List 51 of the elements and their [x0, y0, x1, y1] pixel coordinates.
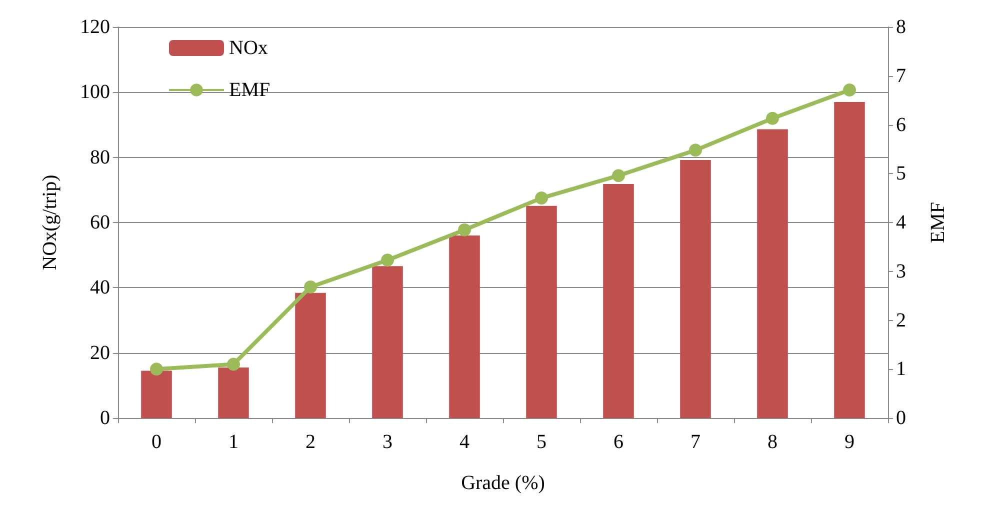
point	[381, 254, 394, 267]
y-tick-label: 60	[90, 212, 110, 234]
bar	[449, 236, 480, 418]
y-tick-label: 120	[80, 16, 110, 38]
bar	[603, 184, 634, 418]
bar	[680, 160, 711, 418]
x-tick-label: 2	[306, 431, 316, 453]
y2-axis-title: EMF	[927, 202, 949, 244]
bar	[526, 206, 557, 418]
x-tick-label: 4	[460, 431, 470, 453]
point	[843, 84, 856, 97]
x-tick-label: 3	[382, 431, 392, 453]
point	[150, 362, 163, 376]
point	[766, 112, 779, 125]
y2-tick-label: 4	[896, 212, 906, 234]
y2-tick-label: 5	[896, 162, 906, 185]
point	[304, 280, 317, 294]
bar	[757, 129, 788, 418]
x-tick-label: 1	[228, 431, 238, 453]
y2-tick-label: 0	[896, 407, 906, 429]
bar	[834, 102, 865, 418]
y-tick-label: 20	[90, 342, 110, 364]
point	[689, 144, 702, 157]
y2-tick-label: 2	[896, 309, 906, 332]
y2-tick-label: 6	[896, 114, 906, 136]
y2-tick-label: 3	[896, 260, 906, 282]
legend-label: EMF	[229, 79, 270, 101]
point	[535, 192, 548, 205]
y2-tick-label: 8	[896, 16, 906, 38]
bar	[372, 266, 403, 418]
point	[227, 358, 240, 371]
y-tick-label: 80	[90, 146, 110, 168]
y-tick-label: 100	[80, 81, 110, 104]
x-tick-label: 6	[614, 431, 624, 453]
x-tick-label: 9	[844, 431, 854, 453]
bar	[295, 292, 326, 418]
legend-label: NOx	[229, 37, 268, 59]
x-tick-label: 8	[768, 431, 778, 453]
y2-tick-label: 7	[896, 64, 906, 87]
y-tick-label: 0	[100, 407, 110, 429]
y2-tick-label: 1	[896, 358, 906, 380]
x-tick-label: 0	[152, 431, 162, 453]
x-axis-title: Grade (%)	[461, 472, 545, 494]
y-tick-label: 40	[90, 276, 110, 299]
x-tick-label: 7	[690, 431, 700, 453]
x-tick-label: 5	[536, 431, 546, 453]
bar	[218, 367, 249, 418]
bar	[141, 370, 172, 418]
point	[458, 223, 471, 236]
y-axis-title: NOx(g/trip)	[39, 174, 61, 270]
point	[612, 169, 625, 182]
